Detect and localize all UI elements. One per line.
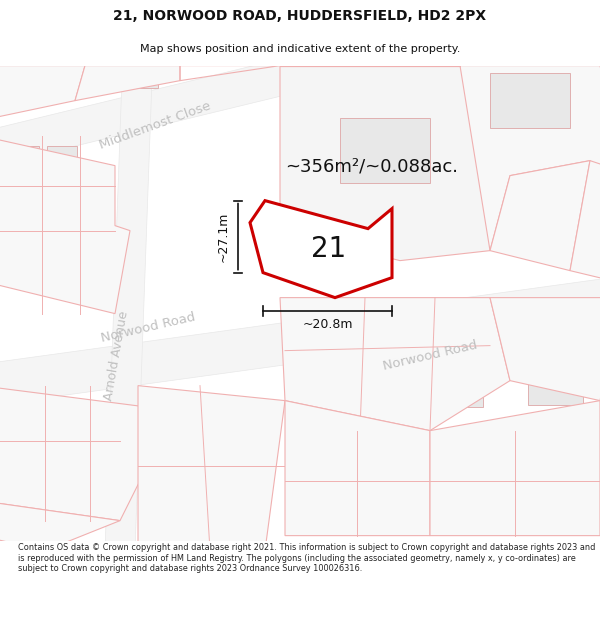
Polygon shape [250,201,392,298]
Polygon shape [581,203,600,248]
Polygon shape [291,444,349,472]
Polygon shape [441,497,499,524]
Polygon shape [103,63,157,88]
Polygon shape [490,73,570,128]
Text: Norwood Road: Norwood Road [100,311,196,345]
Polygon shape [508,193,563,238]
Polygon shape [280,66,510,261]
Polygon shape [490,298,600,401]
Polygon shape [280,298,510,431]
Polygon shape [47,194,77,224]
Text: 21, NORWOOD ROAD, HUDDERSFIELD, HD2 2PX: 21, NORWOOD ROAD, HUDDERSFIELD, HD2 2PX [113,9,487,23]
Polygon shape [570,161,600,282]
Polygon shape [1,194,39,224]
Polygon shape [400,66,600,251]
Polygon shape [527,377,583,404]
Polygon shape [145,424,185,457]
Polygon shape [527,329,583,362]
Text: Arnold Avenue: Arnold Avenue [102,310,130,401]
Polygon shape [47,248,77,278]
Polygon shape [47,459,83,487]
Polygon shape [2,459,37,487]
Polygon shape [437,311,482,341]
Polygon shape [93,407,123,434]
Polygon shape [340,118,430,183]
Text: Map shows position and indicative extent of the property.: Map shows position and indicative extent… [140,44,460,54]
Polygon shape [0,71,47,101]
Text: Contains OS data © Crown copyright and database right 2021. This information is : Contains OS data © Crown copyright and d… [18,543,595,573]
Polygon shape [0,136,130,314]
Polygon shape [526,449,584,477]
Polygon shape [367,311,422,341]
Text: ~20.8m: ~20.8m [302,318,353,331]
Polygon shape [138,386,285,551]
Polygon shape [526,497,584,524]
Polygon shape [291,497,349,524]
Polygon shape [47,407,83,434]
Text: Middlemost Close: Middlemost Close [97,99,212,152]
Polygon shape [0,48,334,168]
Text: 21: 21 [311,235,346,263]
Polygon shape [105,50,153,551]
Text: Norwood Road: Norwood Road [382,339,478,372]
Polygon shape [0,277,600,406]
Polygon shape [367,377,422,404]
Polygon shape [430,401,600,536]
Polygon shape [1,146,39,176]
Text: ~27.1m: ~27.1m [217,211,230,262]
Polygon shape [371,449,429,477]
Polygon shape [75,66,180,101]
Polygon shape [85,252,110,279]
Polygon shape [285,401,430,536]
Polygon shape [490,161,590,271]
Polygon shape [293,311,351,341]
Polygon shape [0,386,175,521]
Text: ~356m²/~0.088ac.: ~356m²/~0.088ac. [285,158,458,176]
Polygon shape [441,444,499,472]
Polygon shape [0,501,120,551]
Polygon shape [0,66,85,121]
Polygon shape [220,424,260,457]
Polygon shape [1,248,39,278]
Polygon shape [85,194,110,222]
Polygon shape [2,407,37,434]
Polygon shape [293,372,351,399]
Polygon shape [47,146,77,176]
Polygon shape [220,484,260,517]
Polygon shape [145,484,185,517]
Polygon shape [437,379,482,407]
Polygon shape [371,497,429,524]
